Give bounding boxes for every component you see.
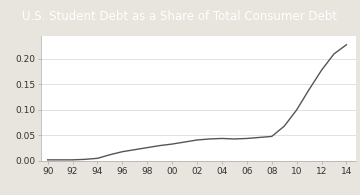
Text: U.S. Student Debt as a Share of Total Consumer Debt: U.S. Student Debt as a Share of Total Co… bbox=[22, 10, 338, 23]
